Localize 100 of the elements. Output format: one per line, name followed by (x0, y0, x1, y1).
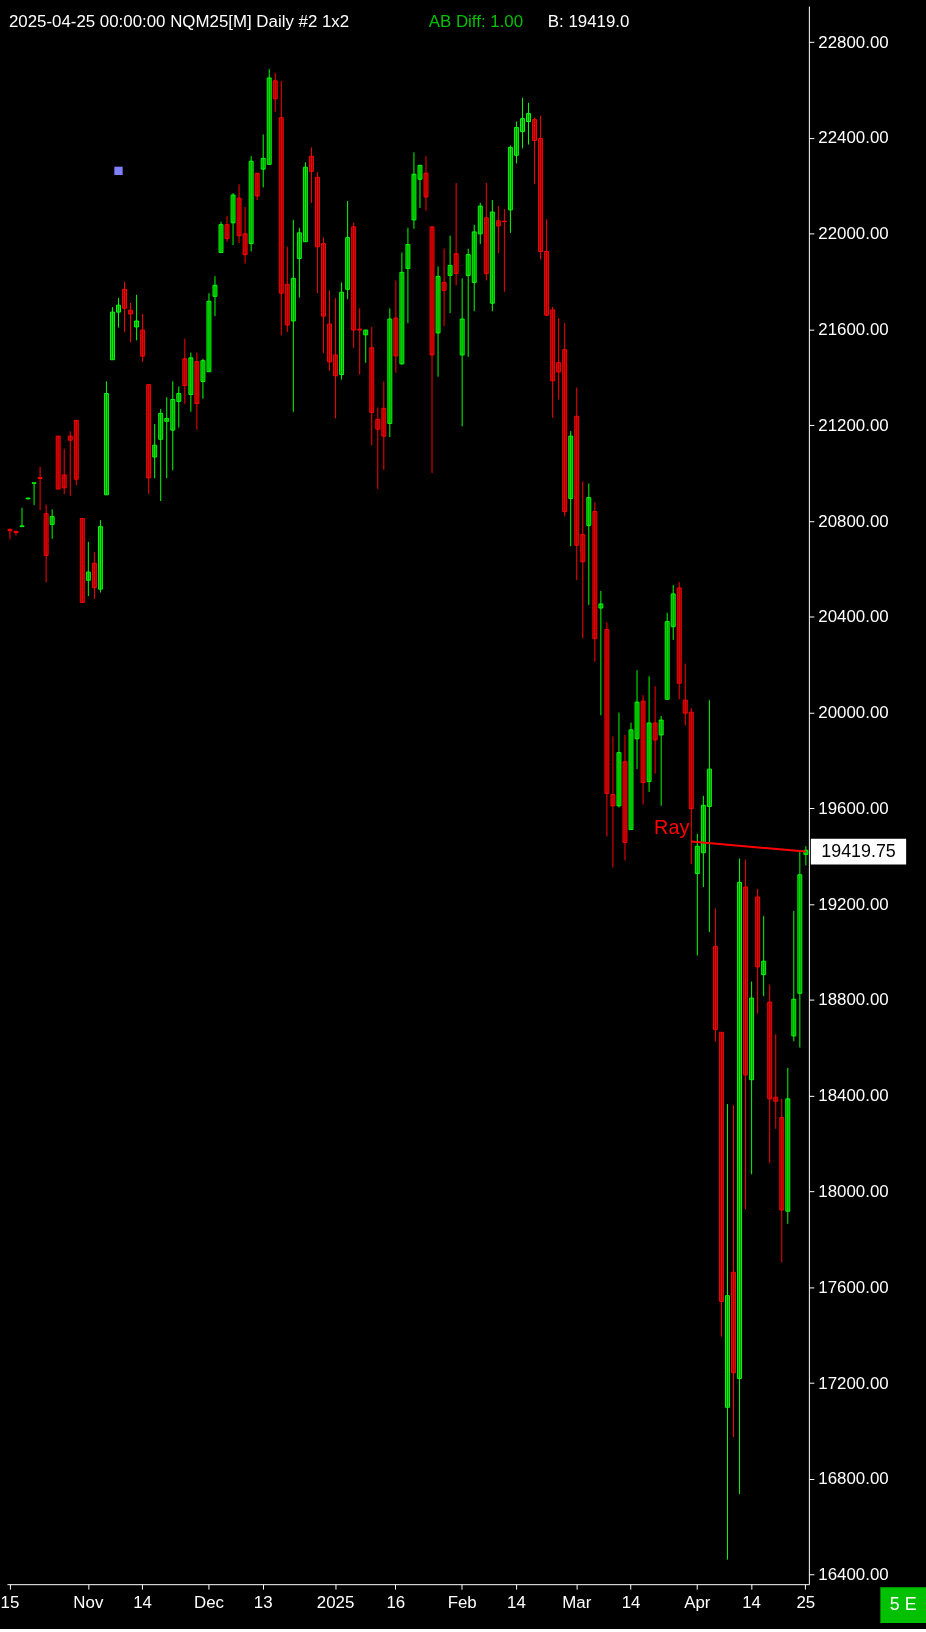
candlestick (471, 224, 477, 312)
y-tick-label: 18800.00 (818, 990, 889, 1010)
candlestick (544, 218, 550, 317)
series-label: Ray (654, 815, 690, 838)
candlestick (327, 289, 333, 372)
candlestick (604, 621, 610, 837)
candlestick (91, 551, 97, 600)
candlestick (73, 419, 79, 486)
candlestick (140, 313, 146, 363)
candlestick (31, 482, 37, 506)
candlestick (278, 80, 284, 336)
x-tick-label: 15 (0, 1593, 20, 1613)
candlestick (441, 248, 447, 327)
candlestick (773, 1033, 779, 1130)
candlestick (13, 530, 19, 536)
candlestick (417, 164, 423, 209)
candlestick (453, 182, 459, 286)
candlestick (664, 612, 670, 700)
candlestick (574, 387, 580, 581)
candlestick (598, 590, 604, 716)
candlestick (345, 200, 351, 300)
candlestick (242, 206, 248, 264)
candlestick (731, 1104, 736, 1438)
candlestick (706, 699, 712, 933)
x-tick-label: 14 (133, 1593, 152, 1613)
candlestick (19, 507, 25, 528)
candlestick (755, 888, 761, 1015)
candlestick (7, 527, 13, 540)
candlestick (501, 208, 507, 293)
candlestick (284, 246, 290, 333)
candlestick (725, 1103, 730, 1561)
candlestick (339, 281, 345, 381)
chart-title: 2025-04-25 00:00:00 NQM25[M] Daily #2 1x2 (8, 11, 350, 31)
x-tick-label: 16 (386, 1593, 406, 1613)
candlestick (526, 102, 531, 145)
candlestick (580, 480, 586, 639)
candlestick (260, 133, 266, 188)
x-tick-label: Nov (73, 1593, 104, 1613)
candlestick (248, 155, 254, 253)
candlestick (556, 317, 562, 400)
candlestick (25, 497, 31, 500)
candlestick (254, 172, 260, 201)
text: 5 E (889, 1593, 917, 1614)
candlestick (459, 277, 465, 427)
candlestick (682, 663, 688, 726)
x-tick-label: 14 (507, 1593, 526, 1613)
candlestick (290, 219, 296, 413)
x-tick-label: Apr (684, 1593, 711, 1613)
candlestick (357, 307, 363, 376)
candlestick (314, 171, 320, 294)
candlestick (188, 352, 194, 413)
y-tick-label: 16400.00 (818, 1565, 889, 1585)
candlestick (634, 669, 640, 770)
x-tick-label: 13 (253, 1593, 273, 1613)
candlestick (712, 908, 718, 1043)
candlestick (212, 275, 218, 317)
y-tick-label: 19200.00 (818, 894, 889, 914)
candlestick (489, 199, 495, 312)
candlestick (200, 358, 206, 400)
candlestick (568, 430, 574, 547)
candlestick (37, 466, 43, 511)
y-tick-label: 21200.00 (818, 415, 889, 435)
candlestick (676, 581, 682, 700)
candlestick (761, 915, 767, 997)
candlestick (483, 182, 489, 281)
candlestick (43, 503, 49, 583)
candlestick (694, 833, 700, 956)
candlestick (224, 215, 230, 243)
candlestick (399, 251, 405, 366)
candlestick (447, 235, 453, 314)
candlestick (49, 508, 55, 540)
y-tick-label: 21600.00 (818, 320, 889, 340)
candlestick (182, 338, 188, 405)
candlestick (393, 280, 399, 374)
y-tick-label: 20400.00 (818, 607, 889, 627)
x-tick-label: Feb (447, 1593, 477, 1613)
candlestick (387, 307, 393, 438)
candlestick (737, 857, 743, 1495)
candlestick (230, 192, 236, 246)
candlestick (405, 227, 411, 324)
candlestick (351, 222, 357, 349)
candlestick (658, 715, 664, 807)
candlestick (628, 722, 634, 830)
y-tick-label: 19600.00 (818, 798, 889, 818)
candlestick (791, 910, 797, 1042)
candlestick (562, 322, 568, 517)
candlestick (170, 380, 176, 471)
x-tick-label: 14 (621, 1593, 641, 1613)
candlestick (381, 381, 387, 471)
candlestick (109, 306, 115, 361)
candlestick (146, 384, 152, 495)
candlestick (616, 712, 622, 808)
candlestick (116, 297, 121, 328)
candlestick (513, 121, 519, 164)
candlestick (152, 423, 158, 479)
candlestick (55, 435, 61, 490)
candlestick (236, 183, 242, 244)
candlestick (700, 795, 706, 888)
candlestick (785, 1067, 791, 1225)
candlestick (194, 352, 200, 431)
